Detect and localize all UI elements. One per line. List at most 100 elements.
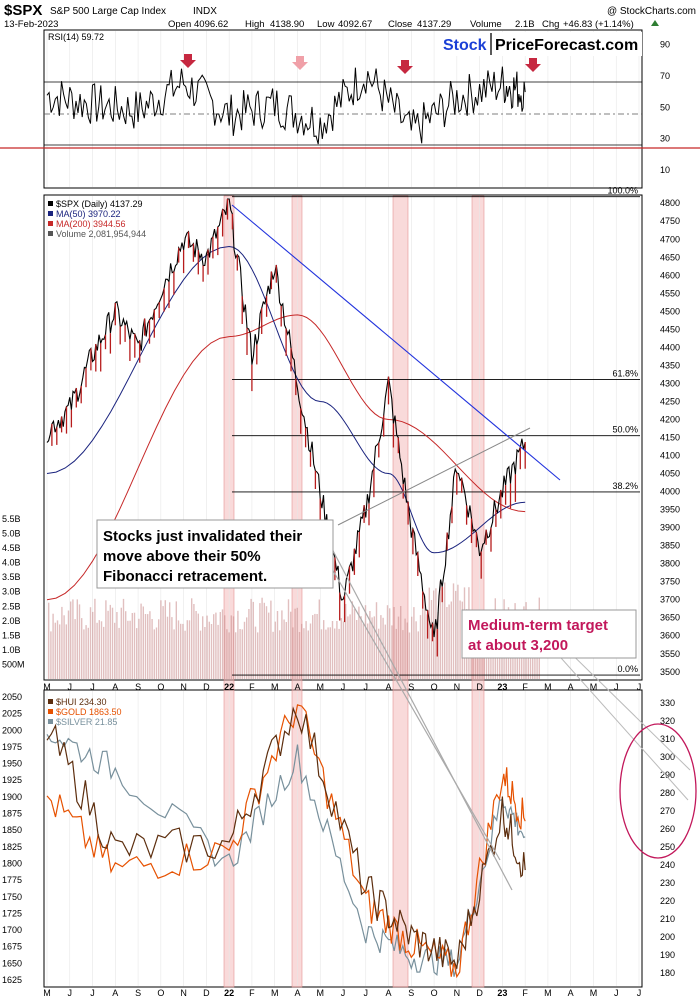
volume-bar [197,613,199,679]
metals-left-tick-label: 1750 [2,892,22,902]
metals-right-tick-label: 200 [660,932,675,942]
highlight-band [471,195,485,988]
volume-bar [298,632,301,679]
rsi-tick-label: 30 [660,134,670,144]
downtrend-line [231,204,561,481]
volume-bar [107,610,109,679]
volume-bar [430,600,433,679]
volume-bar [257,632,259,679]
volume-bar [114,622,116,679]
volume-bar [342,621,345,679]
volume-bar [358,606,360,679]
rsi-tick-label: 70 [660,71,670,81]
volume-bar [180,623,182,679]
metals-left-tick-label: 1625 [2,975,22,985]
volume-bar [334,628,336,679]
volume-bar [274,621,276,679]
month-tick-label: J [364,988,369,998]
volume-bar [378,628,380,679]
volume-bar [320,629,323,679]
month-tick-label: O [431,682,438,692]
metals-right-tick-label: 260 [660,824,675,834]
volume-bar [138,618,140,679]
annotation-note-1: Stocks just invalidated their move above… [96,519,334,589]
arrow-down-icon [397,60,413,74]
volume-bar [400,606,402,679]
fib-label: 61.8% [612,368,638,378]
price-tick-label: 3950 [660,505,680,515]
volume-bar [103,626,105,679]
fib-label: 50.0% [612,425,638,435]
month-tick-label: J [90,988,95,998]
hui-series [46,706,526,969]
price-tick-label: 4050 [660,469,680,479]
volume-tick-label: 3.0B [2,587,21,597]
legend-entry: MA(50) 3970.22 [56,209,121,219]
volume-bar [417,631,419,679]
legend-swatch [48,211,53,216]
volume-bar [268,612,270,679]
volume-bar [109,604,111,679]
volume-bar [136,628,138,679]
volume-bar [444,582,446,679]
volume-bar [347,616,349,679]
callout-line [329,544,513,891]
metals-right-tick-label: 230 [660,878,675,888]
volume-bar [287,599,290,679]
month-tick-label: S [408,988,414,998]
volume-bar [252,601,254,679]
month-tick-label: J [68,988,73,998]
volume-tick-label: 2.0B [2,616,21,626]
month-tick-label: M [316,682,324,692]
volume-bar [340,618,342,679]
volume-bar [204,627,206,679]
volume-bar [74,619,76,679]
volume-bar [375,602,378,679]
metals-right-tick-label: 320 [660,716,675,726]
price-tick-label: 4550 [660,288,680,298]
volume-bar [210,624,213,679]
volume-tick-label: 2.5B [2,601,21,611]
month-tick-label: J [364,682,369,692]
volume-bar [166,616,169,679]
metals-right-tick-label: 300 [660,752,675,762]
volume-bar [215,612,217,679]
volume-bar [351,601,353,679]
volume-tick-label: 500M [2,659,25,669]
volume-bar [380,615,382,679]
volume-bar [296,607,298,679]
volume-bar [292,627,294,679]
volume-bar [373,616,375,679]
volume-bar [422,599,424,679]
volume-bar [140,603,142,679]
volume-bar [173,629,175,679]
annotation-note-2: Medium-term target at about 3,200 [461,609,637,659]
month-tick-label: M [544,988,552,998]
brand-part1: Stock [443,37,487,54]
price-y-axis: 4800 4750 4700 4650 4600 4550 4500 4450 4400 4350… [660,198,680,677]
volume-bar [235,632,237,679]
volume-bar [369,611,371,679]
metals-right-tick-label: 250 [660,842,675,852]
volume-bar [133,612,136,679]
month-tick-label: S [408,682,414,692]
volume-bar [272,631,274,679]
month-tick-label: J [637,682,642,692]
month-tick-label: 23 [497,682,507,692]
month-tick-label: J [614,988,619,998]
fibonacci-lines: 100.0% 61.8% 50.0% 38.2% 0.0% [232,186,640,676]
arrow-down-icon [525,58,541,72]
volume-bar [382,617,384,679]
volume-bar [404,618,406,679]
volume-bar [92,611,94,679]
price-tick-label: 4200 [660,414,680,424]
volume-bar [248,609,250,679]
volume-bar [81,618,83,679]
metals-left-tick-label: 1850 [2,825,22,835]
metals-right-tick-label: 190 [660,950,675,960]
volume-bar [111,607,114,679]
volume-bar [59,624,61,679]
volume-bar [457,584,459,679]
metals-left-y-axis: 2050 2025 2000 1975 1950 1925 1900 1875 1850 1825… [2,692,22,985]
fib-label: 38.2% [612,481,638,491]
